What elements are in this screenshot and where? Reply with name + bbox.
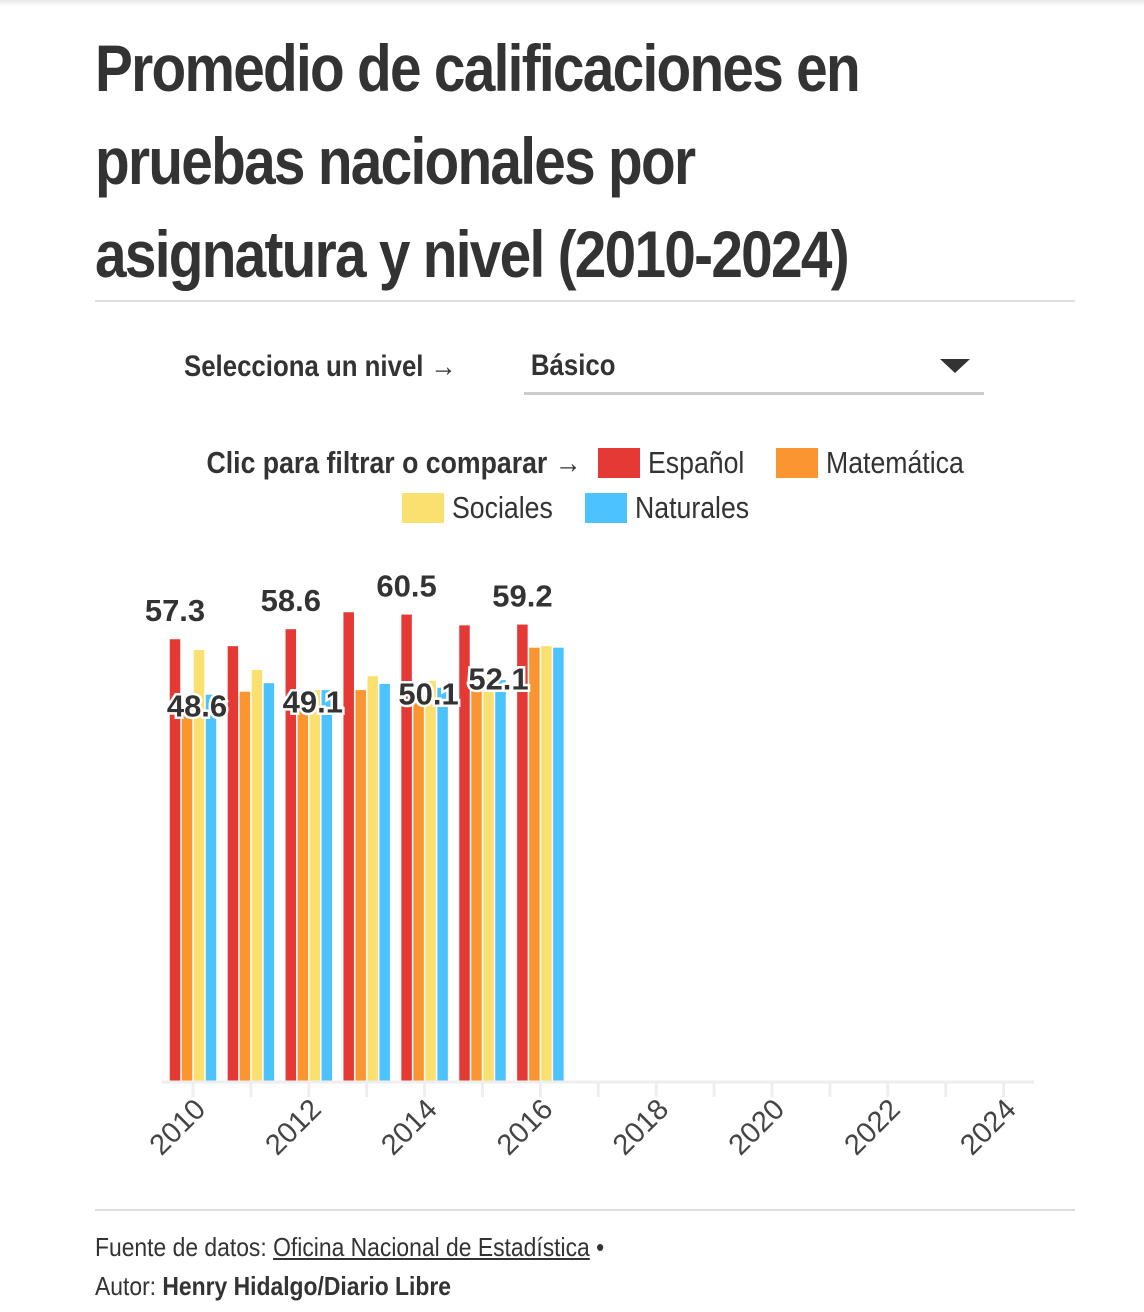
bar-2016-sociales[interactable]: [541, 646, 552, 1081]
x-axis: 2010 2012 2014 2016 2018 2020 2022 2024: [144, 1080, 1034, 1162]
source-prefix: Fuente de datos:: [95, 1232, 274, 1262]
title-line: Promedio de calificaciones en: [95, 31, 861, 105]
legend-label: Naturales: [635, 490, 750, 525]
legend: Clic para filtrar o comparar → Español M…: [95, 440, 1075, 530]
bar-chart: 2010 2012 2014 2016 2018 2020 2022 2024 57.3 48.…: [142, 566, 1034, 1162]
bar-2010-espanol[interactable]: [169, 639, 181, 1081]
footer-divider: [95, 1209, 1075, 1211]
legend-item-sociales[interactable]: Sociales: [402, 485, 569, 530]
author-prefix: Autor:: [95, 1271, 163, 1301]
x-tick-label: 2010: [144, 1093, 212, 1161]
bars-group: [169, 612, 564, 1081]
legend-row-1: Clic para filtrar o comparar → Español M…: [95, 440, 1075, 485]
legend-label: Sociales: [452, 490, 553, 525]
swatch-icon: [775, 447, 818, 478]
bar-2013-matematica[interactable]: [355, 690, 366, 1081]
bar-2011-sociales[interactable]: [251, 670, 263, 1081]
swatch-icon: [402, 492, 445, 523]
chart-title: Promedio de calificaciones en pruebas na…: [95, 22, 946, 301]
x-tick-label: 2018: [607, 1093, 675, 1161]
level-selector-label: Selecciona un nivel →: [184, 350, 457, 383]
title-line: asignatura y nivel (2010-2024): [95, 217, 850, 291]
data-label: 59.2: [492, 579, 552, 614]
title-line: pruebas nacionales por: [95, 124, 696, 198]
x-tick-label: 2020: [723, 1093, 791, 1161]
bar-2016-naturales[interactable]: [553, 647, 564, 1081]
legend-item-naturales[interactable]: Naturales: [585, 485, 768, 530]
legend-label: Español: [647, 445, 745, 480]
level-select-value: Básico: [530, 349, 616, 382]
bar-2015-espanol[interactable]: [459, 625, 470, 1081]
bar-2014-matematica[interactable]: [413, 694, 424, 1081]
bar-2011-naturales[interactable]: [263, 683, 275, 1081]
x-tick-label: 2014: [375, 1093, 443, 1161]
bar-2011-espanol[interactable]: [227, 646, 239, 1081]
bar-2012-sociales[interactable]: [309, 690, 321, 1081]
legend-item-espanol[interactable]: Español: [597, 440, 760, 485]
author-name: Henry Hidalgo/Diario Libre: [162, 1271, 452, 1301]
dropdown-arrow-icon[interactable]: [940, 359, 970, 373]
title-divider: [95, 300, 1075, 302]
bar-2010-naturales[interactable]: [205, 694, 217, 1081]
author-line: Autor: Henry Hidalgo/Diario Libre: [95, 1267, 604, 1306]
bar-2014-naturales[interactable]: [437, 687, 448, 1081]
legend-label: Matemática: [825, 445, 964, 480]
level-selector-row: Selecciona un nivel → Básico: [184, 340, 984, 395]
level-select[interactable]: Básico: [524, 340, 984, 395]
bar-2012-naturales[interactable]: [321, 690, 333, 1081]
bar-2010-matematica[interactable]: [181, 706, 193, 1081]
bar-2015-sociales[interactable]: [483, 679, 494, 1081]
bar-2013-naturales[interactable]: [379, 683, 390, 1081]
bar-2012-espanol[interactable]: [285, 629, 297, 1081]
bar-2015-naturales[interactable]: [495, 680, 506, 1081]
legend-item-matematica[interactable]: Matemática: [775, 440, 986, 485]
source-line: Fuente de datos: Oficina Nacional de Est…: [95, 1228, 604, 1267]
data-label: 60.5: [376, 569, 436, 604]
bar-2011-matematica[interactable]: [239, 691, 251, 1081]
x-tick-label: 2024: [954, 1093, 1022, 1161]
bar-2014-espanol[interactable]: [401, 614, 412, 1081]
data-label: 57.3: [145, 593, 205, 628]
data-labels-group: 57.3 48.6 58.6 49.1 60.5 50.1 59.2 52.1: [142, 566, 555, 726]
top-shadow: [0, 0, 1144, 6]
legend-prompt: Clic para filtrar o comparar →: [206, 445, 582, 480]
bar-2015-matematica[interactable]: [471, 687, 482, 1081]
data-label: 52.1: [468, 661, 528, 696]
separator: •: [589, 1232, 605, 1262]
footer: Fuente de datos: Oficina Nacional de Est…: [95, 1228, 674, 1306]
x-tick-label: 2012: [260, 1093, 328, 1161]
bar-2016-matematica[interactable]: [529, 647, 540, 1081]
data-label: 58.6: [261, 583, 321, 618]
data-label: 48.6: [167, 688, 227, 723]
data-label: 49.1: [283, 684, 343, 719]
bar-2013-espanol[interactable]: [343, 612, 354, 1081]
swatch-icon: [597, 447, 640, 478]
bar-2013-sociales[interactable]: [367, 676, 378, 1081]
x-tick-label: 2016: [491, 1093, 559, 1161]
legend-row-2: Sociales Naturales: [95, 485, 1075, 530]
swatch-icon: [585, 492, 628, 523]
bar-2012-matematica[interactable]: [297, 702, 309, 1081]
bar-2014-sociales[interactable]: [425, 680, 436, 1081]
data-label: 50.1: [398, 677, 458, 712]
x-tick-label: 2022: [839, 1093, 907, 1161]
bar-2010-sociales[interactable]: [193, 650, 205, 1081]
source-link[interactable]: Oficina Nacional de Estadística: [273, 1232, 590, 1262]
bar-2016-espanol[interactable]: [517, 624, 528, 1081]
